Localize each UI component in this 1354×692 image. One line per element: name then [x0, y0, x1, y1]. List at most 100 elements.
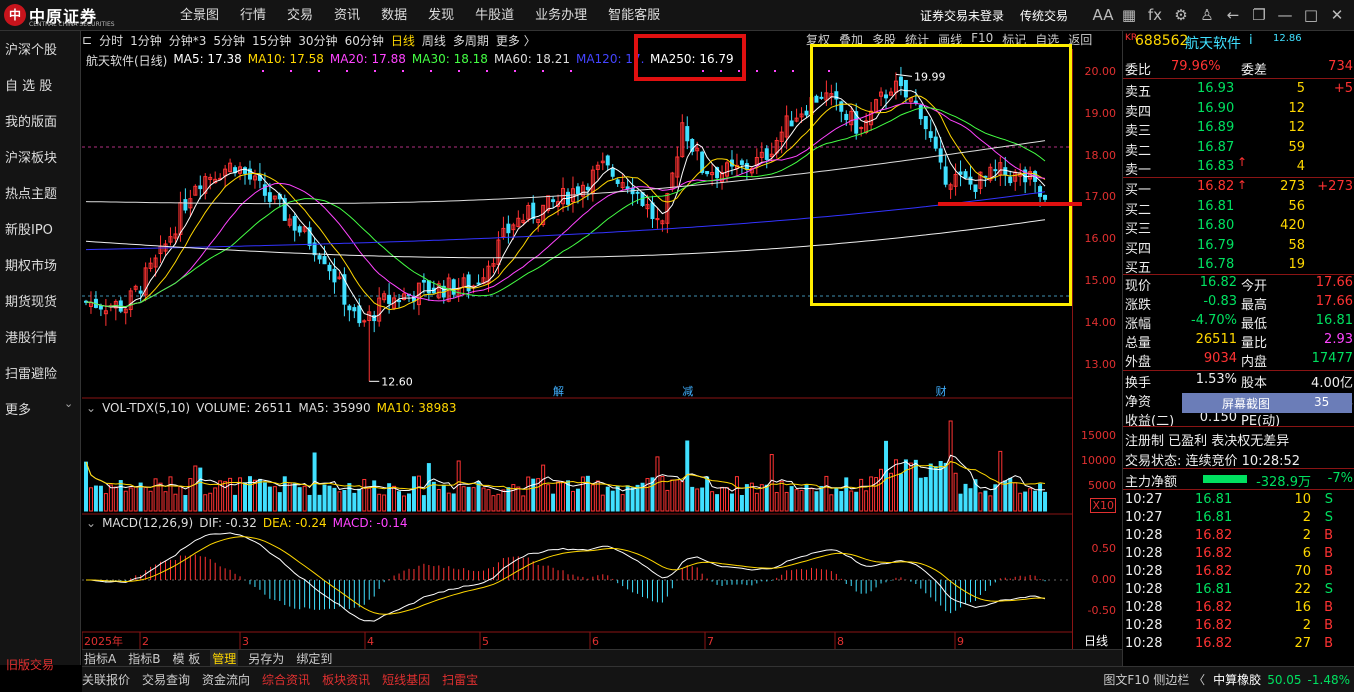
index-name[interactable]: 中算橡胶 [1213, 673, 1262, 687]
nav-item[interactable]: 沪深板块 [5, 151, 58, 166]
chart-tool[interactable]: 自选 [1035, 33, 1060, 47]
menu-item[interactable]: 行情 [240, 8, 267, 23]
timeframe-tab[interactable]: 5分钟 [213, 33, 245, 48]
candle [844, 113, 849, 121]
bid-row: 买一 16.82 273 +273 [1123, 179, 1354, 198]
timeframe-tab[interactable]: 60分钟 [344, 33, 384, 48]
status-tab[interactable]: 关联报价 [82, 673, 131, 687]
menu-item[interactable]: 资讯 [334, 8, 361, 23]
status-tab[interactable]: 综合资讯 [262, 673, 311, 687]
indicator-tab[interactable]: 指标B [128, 651, 161, 666]
timeframe-tab[interactable]: 分钟*3 [168, 33, 207, 48]
timeframe-tab[interactable]: 分时 [99, 33, 124, 48]
nav-item[interactable]: 沪深个股 [5, 43, 58, 58]
shirt-icon[interactable]: ♙ [1200, 6, 1214, 24]
volume-bar [968, 488, 973, 512]
volume-bar [744, 484, 749, 512]
status-tab[interactable]: 交易查询 [142, 673, 191, 687]
restore-icon[interactable]: ❐ [1252, 6, 1266, 24]
volume-bar [824, 475, 829, 512]
signal-dot [792, 70, 794, 72]
gear-icon[interactable]: ⚙ [1174, 6, 1188, 24]
maximize-icon[interactable]: □ [1303, 6, 1319, 24]
fx-icon[interactable]: fx [1147, 6, 1163, 24]
timeframe-tab[interactable]: 1分钟 [130, 33, 162, 48]
timeframe-tab[interactable]: 15分钟 [252, 33, 292, 48]
price-tick: 13.00 [1084, 357, 1117, 371]
collapse-icon[interactable]: ⌄ [86, 401, 97, 415]
nav-item[interactable]: 新股IPO [5, 223, 53, 238]
minimize-icon[interactable]: — [1277, 6, 1293, 24]
chart-tool[interactable]: 统计 [905, 33, 930, 47]
bid-label: 买一 [1125, 183, 1152, 198]
timeframe-tab[interactable]: 更多 〉 [495, 33, 536, 48]
nav-item[interactable]: 港股行情 [5, 331, 58, 346]
timeframe-tab[interactable]: 日线 [390, 33, 415, 48]
ma30-line [85, 107, 1046, 308]
index-value: 50.05 [1267, 672, 1302, 687]
macd-value: DEA: -0.24 [262, 516, 327, 530]
sidebar-toggle-icon[interactable]: ⊏ [82, 33, 93, 47]
status-tab[interactable]: 扫雷宝 [442, 673, 479, 687]
indicator-tab[interactable]: 管理 [210, 649, 239, 667]
indicator-tab[interactable]: 指标A [84, 651, 117, 666]
menu-item[interactable]: 牛股道 [475, 8, 515, 23]
timeframe-tab[interactable]: 周线 [421, 33, 446, 48]
menu-item[interactable]: 业务办理 [535, 8, 588, 23]
font-size-icon[interactable]: AA [1092, 6, 1114, 24]
volume-bar [789, 486, 794, 512]
indicator-tab[interactable]: 模 板 [172, 651, 201, 666]
old-version-link[interactable]: 旧版交易 [0, 656, 81, 676]
tick-volume: 16 [1294, 600, 1311, 615]
menu-item[interactable]: 数据 [381, 8, 408, 23]
menu-item[interactable]: 发现 [428, 8, 455, 23]
chart-tool[interactable]: 返回 [1068, 33, 1093, 47]
nav-item[interactable]: 自 选 股 [5, 79, 53, 94]
ma20-line [85, 102, 1046, 308]
divider [1123, 78, 1354, 79]
top-link[interactable]: 传统交易 [1020, 9, 1069, 23]
candle [387, 294, 392, 304]
status-tab[interactable]: 资金流向 [202, 673, 251, 687]
menu-item[interactable]: 全景图 [180, 8, 220, 23]
chart-tool[interactable]: 标记 [1002, 33, 1027, 47]
timeframe-tab[interactable]: 多周期 [452, 33, 489, 48]
status-tab[interactable]: 短线基因 [382, 673, 431, 687]
menu-item[interactable]: 交易 [287, 8, 314, 23]
candle [312, 242, 317, 256]
chart-tool[interactable]: 叠加 [839, 33, 864, 47]
volume-bar [973, 479, 978, 512]
collapse-icon[interactable]: ⌄ [86, 516, 97, 530]
close-icon[interactable]: ✕ [1330, 6, 1344, 24]
grid-icon[interactable]: ▦ [1121, 6, 1137, 24]
candle [839, 101, 844, 112]
kline-chart[interactable]: 19.99 12.60 解 减 财 2025年 2 3 4 5 6 7 8 9 [82, 49, 1072, 649]
f10-link[interactable]: 图文F10 侧边栏 〈 [1103, 673, 1206, 687]
candle [203, 176, 208, 194]
tick-side: S [1324, 492, 1333, 507]
nav-item[interactable]: 期权市场 [5, 259, 58, 274]
nav-item[interactable]: 扫雷避险 [5, 367, 58, 382]
status-tab[interactable]: 板块资讯 [322, 673, 371, 687]
nav-item[interactable]: 热点主题 [5, 187, 58, 202]
indicator-tab[interactable]: 另存为 [248, 651, 285, 666]
stat-label: 净资 [1125, 395, 1152, 410]
chart-tool[interactable]: 多股 [872, 33, 897, 47]
mainflow-value: -328.9万 [1256, 475, 1311, 490]
chart-tool[interactable]: F10 [971, 31, 994, 45]
chart-tool[interactable]: 画线 [938, 33, 963, 47]
back-icon[interactable]: ← [1226, 6, 1240, 24]
nav-item[interactable]: 期货现货 [5, 295, 58, 310]
candle [436, 283, 441, 299]
nav-item[interactable]: 更多 [5, 403, 32, 418]
timeframe-tab[interactable]: 30分钟 [298, 33, 338, 48]
top-link[interactable]: 证券交易未登录 [920, 9, 1005, 23]
chart-tool[interactable]: 复权 [806, 33, 831, 47]
volume-bar [804, 484, 809, 512]
chevron-down-icon[interactable]: ⌄ [64, 397, 74, 410]
indicator-tab[interactable]: 绑定到 [296, 651, 333, 666]
timeframe-bar: ⊏ 分时 1分钟 分钟*3 5分钟 15分钟 30分钟 60分钟 日线 周线 多周期 更多 〉 [82, 31, 1122, 49]
candle [903, 79, 908, 98]
nav-item[interactable]: 我的版面 [5, 115, 58, 130]
menu-item[interactable]: 智能客服 [608, 8, 661, 23]
